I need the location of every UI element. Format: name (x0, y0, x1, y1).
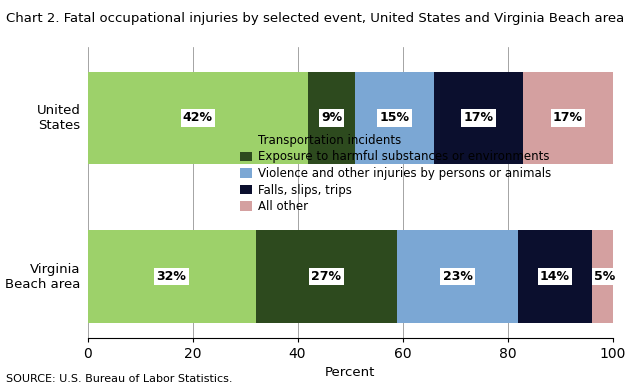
Bar (308, 72, 355, 164)
X-axis label: Percent: Percent (325, 366, 375, 379)
Bar (591, 230, 618, 323)
Text: 23%: 23% (442, 270, 472, 283)
Text: Chart 2. Fatal occupational injuries by selected event, United States and Virgin: Chart 2. Fatal occupational injuries by … (6, 12, 625, 25)
Text: 5%: 5% (594, 270, 615, 283)
Bar (355, 72, 434, 164)
Bar (518, 230, 591, 323)
Text: 9%: 9% (321, 111, 342, 125)
Text: 14%: 14% (540, 270, 570, 283)
Bar (398, 230, 518, 323)
Text: 27%: 27% (311, 270, 341, 283)
Legend: Transportation incidents, Exposure to harmful substances or environments, Violen: Transportation incidents, Exposure to ha… (241, 134, 551, 213)
Text: 42%: 42% (182, 111, 213, 125)
Bar (256, 230, 398, 323)
Text: SOURCE: U.S. Bureau of Labor Statistics.: SOURCE: U.S. Bureau of Labor Statistics. (6, 374, 232, 384)
Bar (523, 72, 612, 164)
Bar (88, 72, 308, 164)
Text: 15%: 15% (379, 111, 409, 125)
Bar (434, 72, 523, 164)
Text: 17%: 17% (553, 111, 583, 125)
Text: 17%: 17% (464, 111, 494, 125)
Bar (88, 230, 256, 323)
Text: 32%: 32% (156, 270, 186, 283)
